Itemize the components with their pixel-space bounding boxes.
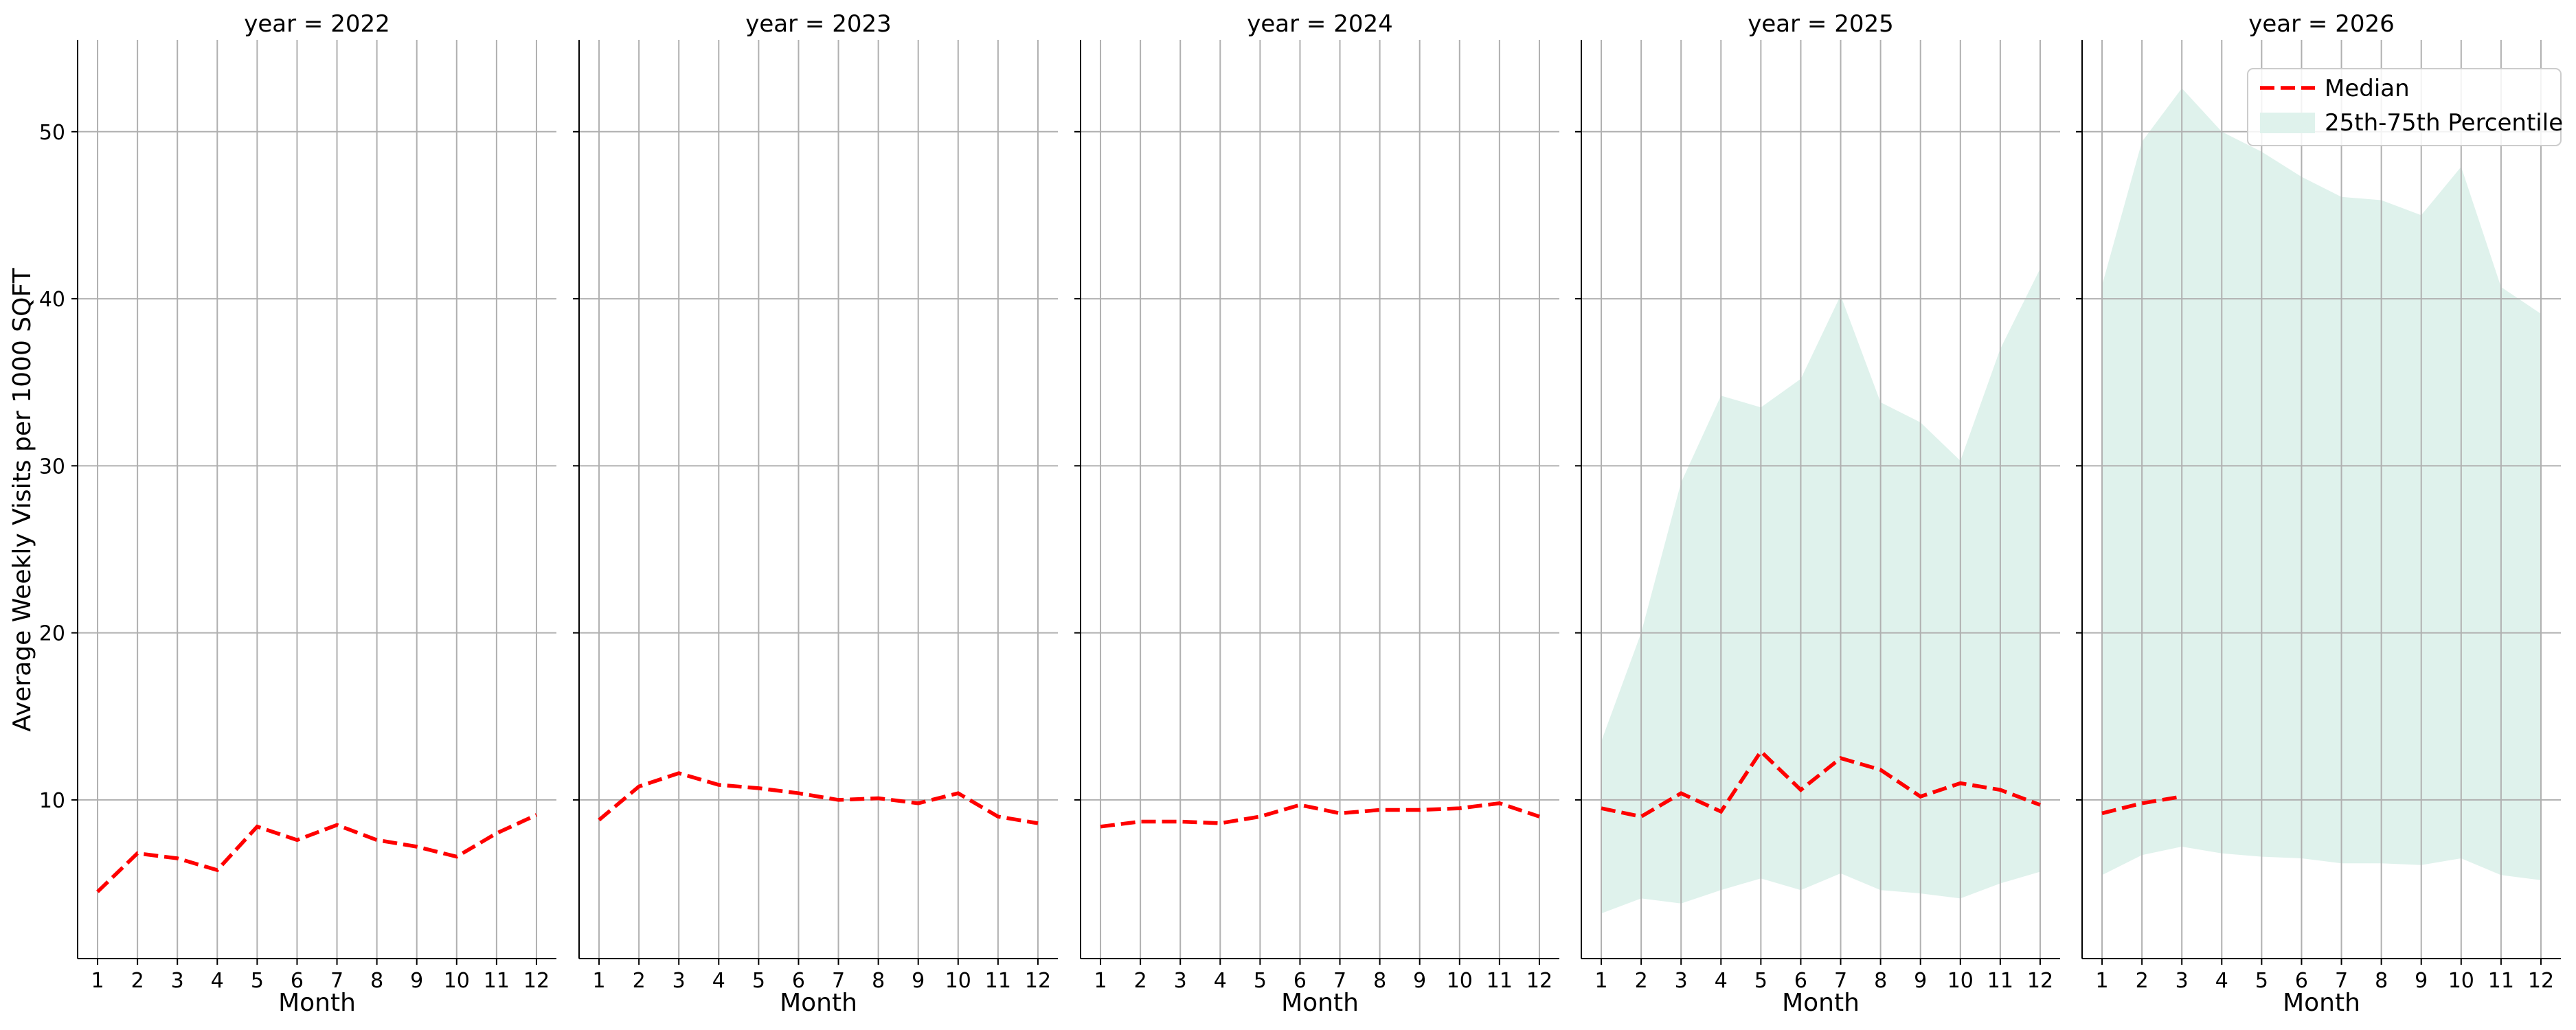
x-tick-label: 12 xyxy=(523,969,550,993)
x-tick-label: 1 xyxy=(1594,969,1607,993)
x-tick-label: 7 xyxy=(832,969,845,993)
x-tick-label: 12 xyxy=(2027,969,2053,993)
x-tick-label: 2 xyxy=(1134,969,1147,993)
x-axis-label: Month xyxy=(780,989,857,1017)
panel-title: year = 2024 xyxy=(1247,10,1392,38)
x-tick-label: 3 xyxy=(2176,969,2189,993)
x-tick-label: 8 xyxy=(2375,969,2388,993)
x-tick-label: 11 xyxy=(1987,969,2013,993)
legend-band-swatch xyxy=(2260,113,2315,133)
x-tick-label: 9 xyxy=(410,969,423,993)
median-line xyxy=(598,771,1039,825)
x-tick-label: 5 xyxy=(752,969,765,993)
x-tick-label: 6 xyxy=(2295,969,2308,993)
x-tick-label: 11 xyxy=(1487,969,1513,993)
panel-title: year = 2022 xyxy=(244,10,389,38)
x-tick-label: 6 xyxy=(1794,969,1807,993)
x-tick-label: 10 xyxy=(444,969,470,993)
x-tick-label: 11 xyxy=(484,969,510,993)
x-tick-label: 10 xyxy=(1447,969,1473,993)
x-tick-label: 2 xyxy=(1635,969,1648,993)
x-tick-label: 3 xyxy=(1675,969,1688,993)
x-tick-label: 8 xyxy=(1874,969,1887,993)
y-axis-label: Average Weekly Visits per 1000 SQFT xyxy=(8,267,36,731)
x-tick-label: 1 xyxy=(2095,969,2108,993)
x-tick-label: 4 xyxy=(2215,969,2228,993)
x-axis-label: Month xyxy=(2283,989,2360,1017)
y-tick-label: 10 xyxy=(39,789,65,813)
x-tick-label: 4 xyxy=(1214,969,1227,993)
x-tick-label: 9 xyxy=(2415,969,2428,993)
y-tick-label: 40 xyxy=(39,288,65,312)
x-tick-label: 5 xyxy=(251,969,264,993)
x-tick-label: 3 xyxy=(673,969,686,993)
y-tick-label: 20 xyxy=(39,622,65,646)
panel-title: year = 2025 xyxy=(1748,10,1893,38)
x-tick-label: 4 xyxy=(211,969,224,993)
median-line xyxy=(96,813,538,893)
x-tick-label: 6 xyxy=(291,969,304,993)
x-tick-label: 12 xyxy=(1025,969,1051,993)
legend: Median 25th-75th Percentile xyxy=(2247,68,2563,146)
x-tick-label: 2 xyxy=(131,969,144,993)
median-line xyxy=(1100,801,1540,829)
x-tick-label: 2 xyxy=(633,969,646,993)
y-tick-label: 30 xyxy=(39,455,65,479)
x-tick-label: 11 xyxy=(2488,969,2514,993)
x-tick-label: 6 xyxy=(1293,969,1307,993)
x-axis-label: Month xyxy=(1782,989,1860,1017)
panel-title: year = 2026 xyxy=(2248,10,2394,38)
x-tick-label: 7 xyxy=(2335,969,2348,993)
legend-band-label: 25th-75th Percentile xyxy=(2325,109,2563,137)
x-tick-label: 7 xyxy=(1333,969,1346,993)
x-tick-label: 7 xyxy=(330,969,343,993)
x-tick-label: 1 xyxy=(91,969,104,993)
x-tick-label: 8 xyxy=(872,969,885,993)
x-tick-label: 10 xyxy=(1947,969,1974,993)
x-tick-label: 1 xyxy=(1094,969,1107,993)
x-tick-label: 4 xyxy=(1715,969,1728,993)
x-tick-label: 12 xyxy=(2528,969,2554,993)
x-axis-label: Month xyxy=(278,989,356,1017)
x-axis-label: Month xyxy=(1281,989,1359,1017)
x-tick-label: 1 xyxy=(592,969,605,993)
percentile-band xyxy=(1601,268,2040,914)
x-tick-label: 3 xyxy=(1174,969,1187,993)
x-tick-label: 5 xyxy=(1254,969,1267,993)
median-line xyxy=(2101,794,2182,816)
x-tick-label: 5 xyxy=(1754,969,1767,993)
x-tick-label: 11 xyxy=(985,969,1011,993)
legend-frame xyxy=(2247,68,2562,146)
y-tick-label: 50 xyxy=(39,121,65,145)
x-tick-label: 8 xyxy=(1373,969,1386,993)
panel-title: year = 2023 xyxy=(745,10,891,38)
x-tick-label: 12 xyxy=(1526,969,1552,993)
x-tick-label: 10 xyxy=(945,969,971,993)
x-tick-label: 9 xyxy=(912,969,925,993)
x-tick-label: 6 xyxy=(792,969,805,993)
x-tick-label: 9 xyxy=(1914,969,1927,993)
x-tick-label: 9 xyxy=(1413,969,1426,993)
x-tick-label: 10 xyxy=(2448,969,2474,993)
x-tick-label: 4 xyxy=(712,969,725,993)
x-tick-label: 8 xyxy=(370,969,383,993)
x-tick-label: 3 xyxy=(171,969,184,993)
percentile-band xyxy=(2102,88,2541,880)
x-tick-label: 2 xyxy=(2136,969,2149,993)
legend-median-label: Median xyxy=(2325,75,2410,102)
x-tick-label: 7 xyxy=(1834,969,1847,993)
x-tick-label: 5 xyxy=(2255,969,2268,993)
